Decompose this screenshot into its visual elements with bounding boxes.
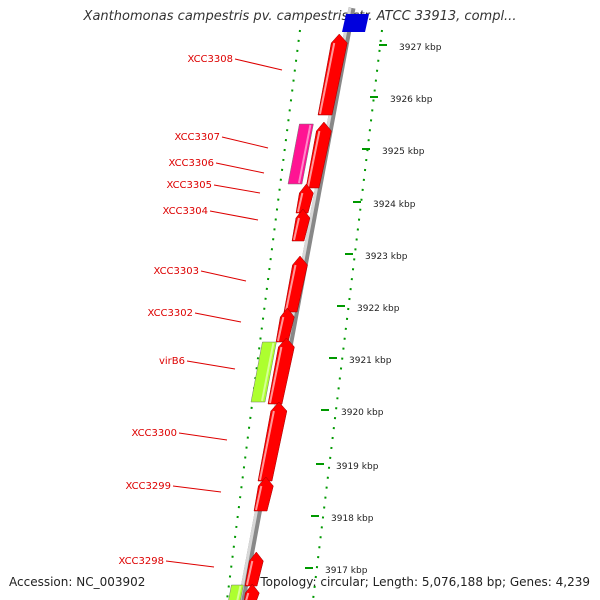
gene-label[interactable]: XCC3298	[118, 556, 164, 567]
scale-label: 3919 kbp	[336, 462, 379, 472]
scale-label: 3922 kbp	[357, 304, 400, 314]
topology-info: Topology: circular; Length: 5,076,188 bp…	[260, 575, 590, 589]
gene-label[interactable]: XCC3308	[187, 54, 233, 65]
gene-label-leader	[165, 560, 215, 568]
gene-label-leader	[186, 360, 236, 370]
gene-arrow[interactable]	[253, 476, 274, 512]
gene-label[interactable]: XCC3307	[174, 132, 220, 143]
gene-arrow-highlight	[297, 192, 304, 213]
gene-label[interactable]: XCC3304	[162, 206, 208, 217]
accession-text: Accession: NC_003902	[9, 575, 146, 589]
gene-label-leader	[221, 136, 269, 149]
gene-label-leader	[172, 485, 222, 493]
gene-label-leader	[209, 210, 259, 221]
gene-arrow[interactable]	[305, 121, 332, 189]
gene-label[interactable]: XCC3305	[166, 180, 212, 191]
gene-label-leader	[178, 432, 228, 441]
gene-arrow-highlight	[269, 346, 283, 404]
gene-arrow-highlight	[319, 42, 336, 115]
scale-label: 3927 kbp	[399, 43, 442, 53]
gene-arrow-highlight	[261, 342, 275, 402]
scale-label: 3918 kbp	[331, 514, 374, 524]
gene-arrow-highlight	[285, 264, 297, 312]
gene-label[interactable]: XCC3302	[147, 308, 193, 319]
gene-arrow-top-blue[interactable]	[342, 14, 369, 32]
gene-label-leader	[194, 312, 242, 323]
gene-label[interactable]: virB6	[159, 356, 185, 367]
gene-label-leader	[234, 58, 283, 71]
gene-arrow-highlight	[246, 560, 254, 586]
gene-label-leader	[200, 270, 247, 282]
footer: Accession: NC_003902 Topology: circular;…	[0, 572, 600, 592]
gene-arrow-highlight	[277, 316, 285, 342]
scale-label: 3924 kbp	[373, 200, 416, 210]
gene-arrow-highlight	[259, 410, 275, 481]
gene-arrow-highlight	[298, 124, 312, 184]
scale-label: 3923 kbp	[365, 252, 408, 262]
gene-arrow-highlight	[307, 130, 321, 188]
map-title: Xanthomonas campestris pv. campestris st…	[83, 9, 517, 24]
gene-arrow[interactable]	[267, 337, 295, 405]
gene-label[interactable]: XCC3300	[131, 428, 177, 439]
scale-label: 3917 kbp	[325, 566, 368, 576]
gene-label[interactable]: XCC3306	[168, 158, 214, 169]
scale-label: 3926 kbp	[390, 95, 433, 105]
scale-label: 3925 kbp	[382, 147, 425, 157]
scale-label: 3921 kbp	[349, 356, 392, 366]
gene-label-leader	[213, 184, 261, 194]
gene-arrow[interactable]	[317, 33, 348, 116]
gene-label[interactable]: XCC3303	[153, 266, 199, 277]
gene-label[interactable]: XCC3299	[125, 481, 171, 492]
gene-arrow-highlight	[236, 585, 242, 600]
scale-label: 3920 kbp	[341, 408, 384, 418]
gene-arrow-highlight	[255, 485, 263, 511]
gene-label-leader	[215, 162, 265, 174]
gene-arrow-highlight	[293, 217, 300, 241]
